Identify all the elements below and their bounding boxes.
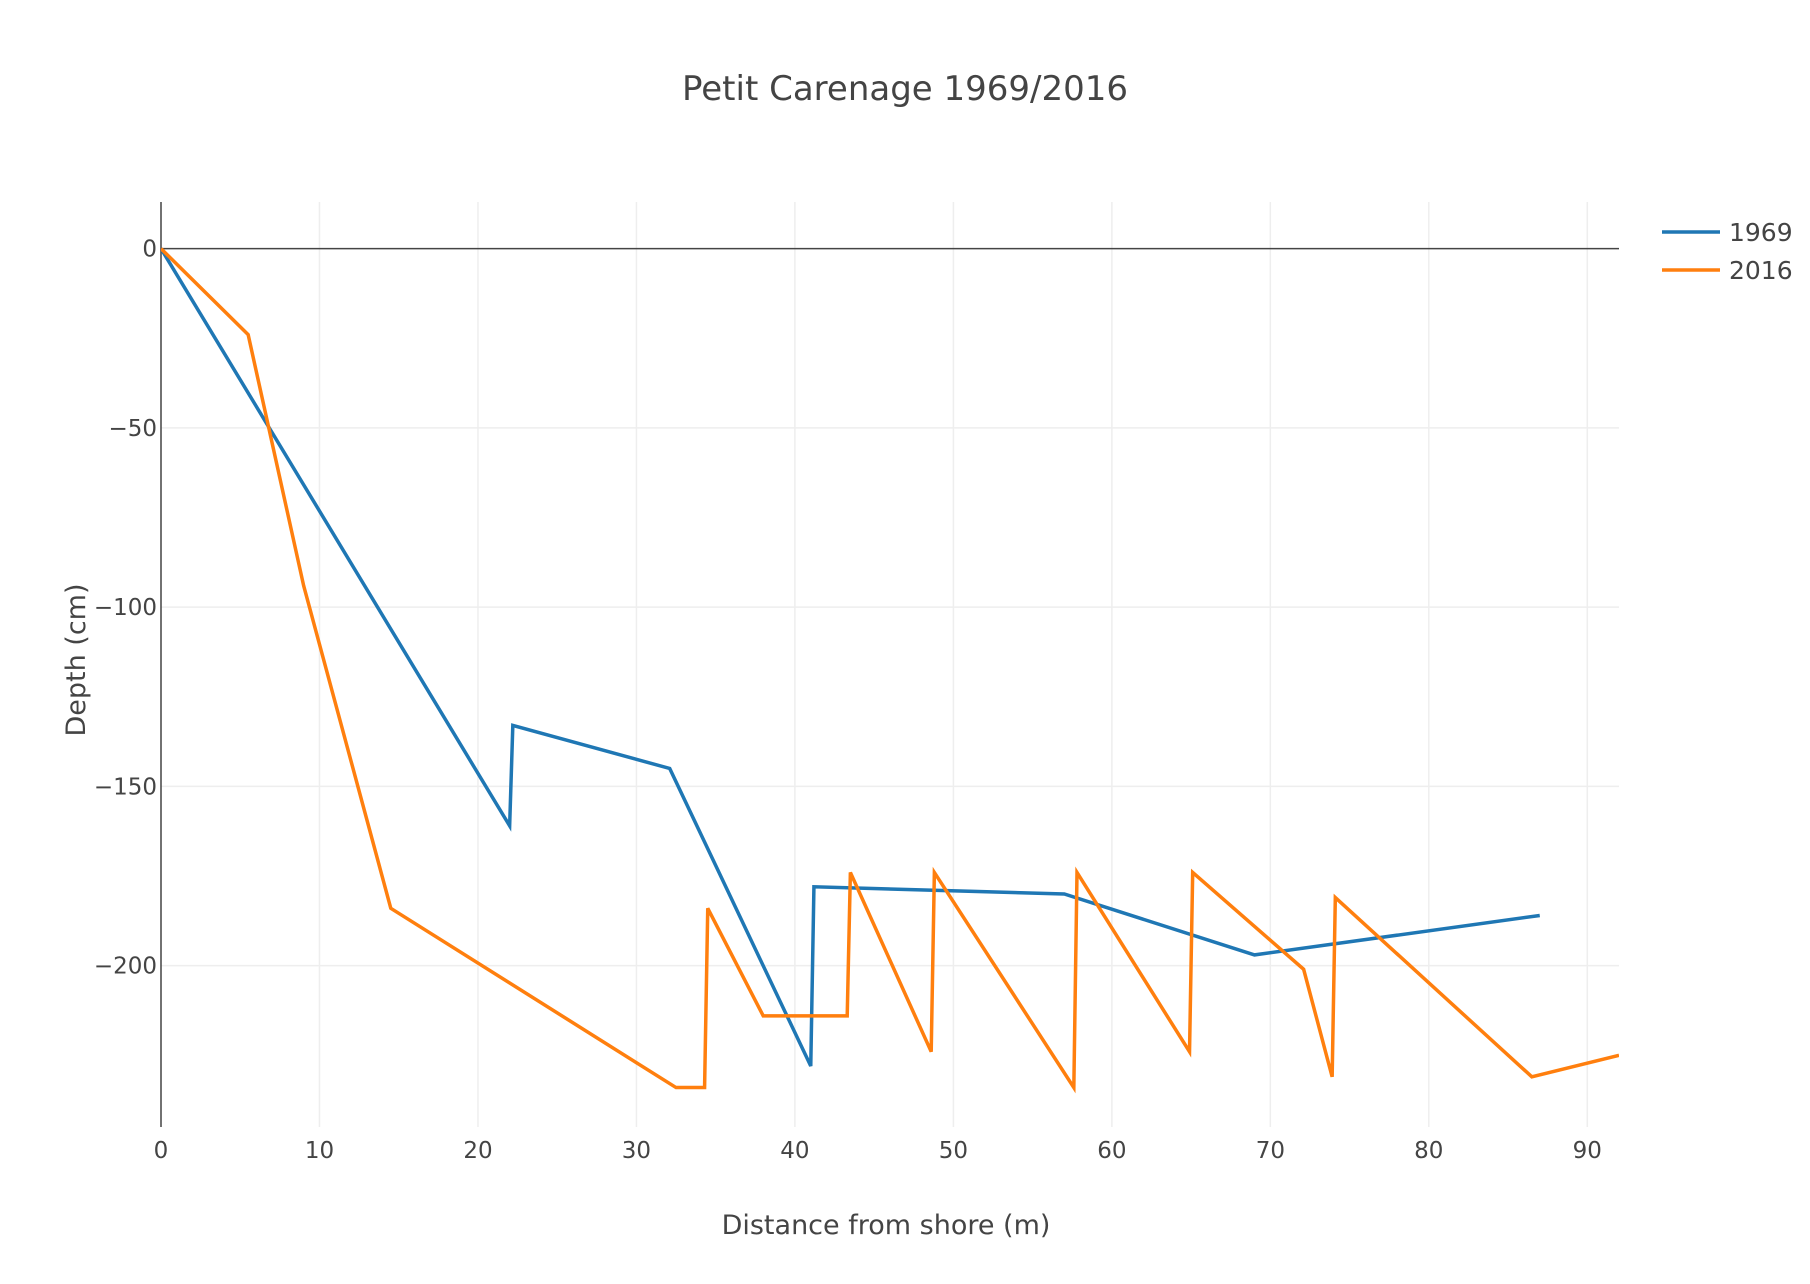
x-tick-label: 80 (1414, 1138, 1443, 1164)
grid-lines (161, 202, 1619, 1127)
y-axis-title: Depth (cm) (61, 583, 92, 736)
y-tick-label: −100 (94, 595, 157, 621)
x-tick-label: 40 (780, 1138, 809, 1164)
series-line-2016 (161, 247, 1619, 1094)
x-tick-label: 90 (1573, 1138, 1602, 1164)
legend-item-1969[interactable]: 1969 (1662, 218, 1793, 247)
y-tick-label: −200 (94, 954, 157, 980)
x-tick-label: 10 (305, 1138, 334, 1164)
tick-labels: 0 10 20 30 40 50 60 70 80 90 0 −50 −100 −150 −200 (94, 237, 1602, 1164)
y-tick-label: −150 (94, 774, 157, 800)
y-tick-label: 0 (142, 237, 157, 263)
series-lines (161, 247, 1619, 1094)
legend-label: 1969 (1729, 218, 1793, 247)
legend[interactable]: 1969 2016 (1662, 218, 1793, 285)
x-axis-title: Distance from shore (m) (722, 1210, 1051, 1241)
x-tick-label: 20 (463, 1138, 492, 1164)
chart-title: Petit Carenage 1969/2016 (682, 69, 1128, 109)
x-tick-label: 30 (622, 1138, 651, 1164)
legend-label: 2016 (1729, 256, 1793, 285)
x-tick-label: 60 (1097, 1138, 1126, 1164)
axes (160, 202, 1619, 1127)
x-tick-label: 0 (154, 1138, 169, 1164)
y-tick-label: −50 (108, 416, 157, 442)
x-tick-label: 50 (939, 1138, 968, 1164)
x-tick-label: 70 (1256, 1138, 1285, 1164)
legend-item-2016[interactable]: 2016 (1662, 256, 1793, 285)
